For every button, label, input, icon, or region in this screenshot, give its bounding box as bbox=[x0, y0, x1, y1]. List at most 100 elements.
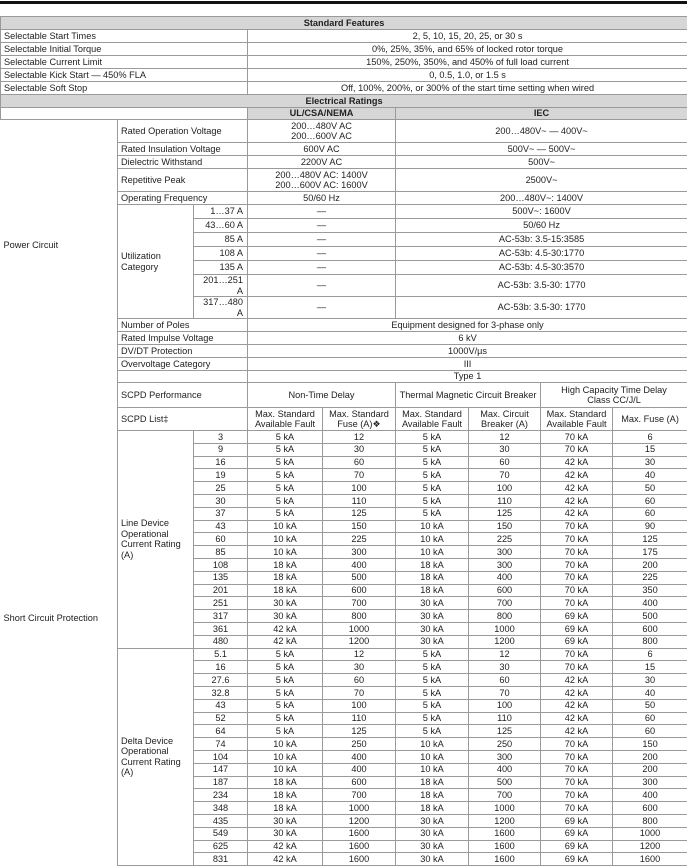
rating-value: 1000 bbox=[469, 622, 541, 635]
current-rating: 187 bbox=[194, 776, 248, 789]
rating-value: 42 kA bbox=[541, 712, 613, 725]
rating-value: 69 kA bbox=[541, 840, 613, 853]
rating-label: Rated Operation Voltage bbox=[118, 120, 248, 143]
rating-value: 600 bbox=[469, 584, 541, 597]
rating-value: 5 kA bbox=[248, 456, 323, 469]
rating-value: 10 kA bbox=[248, 520, 323, 533]
rating-value: 60 bbox=[469, 456, 541, 469]
rating-value: 30 kA bbox=[396, 622, 469, 635]
rating-value: 350 bbox=[613, 584, 687, 597]
rating-value: 70 kA bbox=[541, 533, 613, 546]
rating-value: 400 bbox=[613, 789, 687, 802]
feature-label: Selectable Current Limit bbox=[1, 56, 248, 69]
rating-value: 600 bbox=[323, 776, 396, 789]
rating-value: 1200 bbox=[323, 635, 396, 648]
iec-value: 500V~ bbox=[396, 156, 687, 169]
rating-value: 42 kA bbox=[541, 686, 613, 699]
rating-value: 5 kA bbox=[396, 699, 469, 712]
iec-value: AC-53b: 3.5-30: 1770 bbox=[396, 275, 687, 297]
rating-value: 300 bbox=[469, 750, 541, 763]
blank-cell bbox=[1, 108, 248, 120]
rating-value: 60 bbox=[613, 494, 687, 507]
rating-value: 70 kA bbox=[541, 597, 613, 610]
rating-value: 5 kA bbox=[396, 443, 469, 456]
rating-value: 90 bbox=[613, 520, 687, 533]
rating-value: 42 kA bbox=[248, 635, 323, 648]
rating-value: 42 kA bbox=[541, 494, 613, 507]
current-rating: 32.8 bbox=[194, 686, 248, 699]
rating-value: 10 kA bbox=[248, 750, 323, 763]
rating-value: 5 kA bbox=[248, 482, 323, 495]
section-label: Line Device Operational Current Rating (… bbox=[118, 431, 194, 649]
list-label: SCPD List‡ bbox=[118, 408, 248, 431]
ul-value: — bbox=[248, 247, 396, 261]
rating-value: 500 bbox=[323, 571, 396, 584]
section-header: Electrical Ratings bbox=[1, 95, 687, 108]
rating-value: 30 kA bbox=[396, 827, 469, 840]
section-header: Standard Features bbox=[1, 17, 687, 30]
ul-value: 2200V AC bbox=[248, 156, 396, 169]
column-header: Max. Standard Available Fault bbox=[248, 408, 323, 431]
rating-value: 18 kA bbox=[396, 584, 469, 597]
rating-value: 250 bbox=[469, 738, 541, 751]
rating-value: 70 kA bbox=[541, 763, 613, 776]
rating-value: 69 kA bbox=[541, 622, 613, 635]
rating-value: 700 bbox=[323, 597, 396, 610]
rating-label: Repetitive Peak bbox=[118, 169, 248, 192]
rating-value: 12 bbox=[469, 648, 541, 661]
rating-value: 42 kA bbox=[541, 469, 613, 482]
current-rating: 549 bbox=[194, 827, 248, 840]
rating-value: 70 kA bbox=[541, 546, 613, 559]
rating-value: 400 bbox=[323, 750, 396, 763]
rating-value: 60 bbox=[613, 712, 687, 725]
rating-value: 30 bbox=[613, 674, 687, 687]
rating-value: 70 bbox=[469, 469, 541, 482]
rating-value: 1000 bbox=[469, 802, 541, 815]
rating-value: 60 bbox=[613, 507, 687, 520]
rating-value: Equipment designed for 3-phase only bbox=[248, 319, 687, 332]
current-range: 135 A bbox=[194, 261, 248, 275]
utilization-label: Utilization Category bbox=[118, 205, 194, 319]
rating-value: 10 kA bbox=[396, 546, 469, 559]
rating-value: 18 kA bbox=[248, 776, 323, 789]
current-range: 201…251 A bbox=[194, 275, 248, 297]
rating-value: 1000V/µs bbox=[248, 345, 687, 358]
iec-value: AC-53b: 3.5-30: 1770 bbox=[396, 297, 687, 319]
rating-value: 42 kA bbox=[541, 482, 613, 495]
rating-value: 30 kA bbox=[396, 840, 469, 853]
current-range: 85 A bbox=[194, 233, 248, 247]
current-rating: 52 bbox=[194, 712, 248, 725]
rating-value: 70 kA bbox=[541, 431, 613, 444]
feature-label: Selectable Start Times bbox=[1, 30, 248, 43]
rating-value: 5 kA bbox=[248, 648, 323, 661]
current-rating: 19 bbox=[194, 469, 248, 482]
rating-value: 1600 bbox=[323, 853, 396, 866]
rating-value: 600 bbox=[323, 584, 396, 597]
rating-value: 5 kA bbox=[248, 443, 323, 456]
rating-value: 5 kA bbox=[396, 661, 469, 674]
ul-value: 200…480V AC: 1400V 200…600V AC: 1600V bbox=[248, 169, 396, 192]
rating-value: 18 kA bbox=[248, 789, 323, 802]
current-rating: 74 bbox=[194, 738, 248, 751]
rating-value: 10 kA bbox=[396, 533, 469, 546]
rating-value: 300 bbox=[469, 546, 541, 559]
rating-value: 15 bbox=[613, 443, 687, 456]
rating-value: 42 kA bbox=[541, 725, 613, 738]
rating-value: 500 bbox=[469, 776, 541, 789]
rating-value: 1000 bbox=[323, 802, 396, 815]
rating-value: 200 bbox=[613, 763, 687, 776]
ul-value: — bbox=[248, 261, 396, 275]
iec-value: 2500V~ bbox=[396, 169, 687, 192]
current-rating: 831 bbox=[194, 853, 248, 866]
rating-value: 1000 bbox=[323, 622, 396, 635]
rating-value: 150 bbox=[613, 738, 687, 751]
rating-value: 5 kA bbox=[396, 712, 469, 725]
ul-value: — bbox=[248, 233, 396, 247]
rating-value: 150 bbox=[323, 520, 396, 533]
rating-value: 42 kA bbox=[248, 840, 323, 853]
rating-value: 300 bbox=[613, 776, 687, 789]
rating-label: Overvoltage Category bbox=[118, 358, 248, 371]
